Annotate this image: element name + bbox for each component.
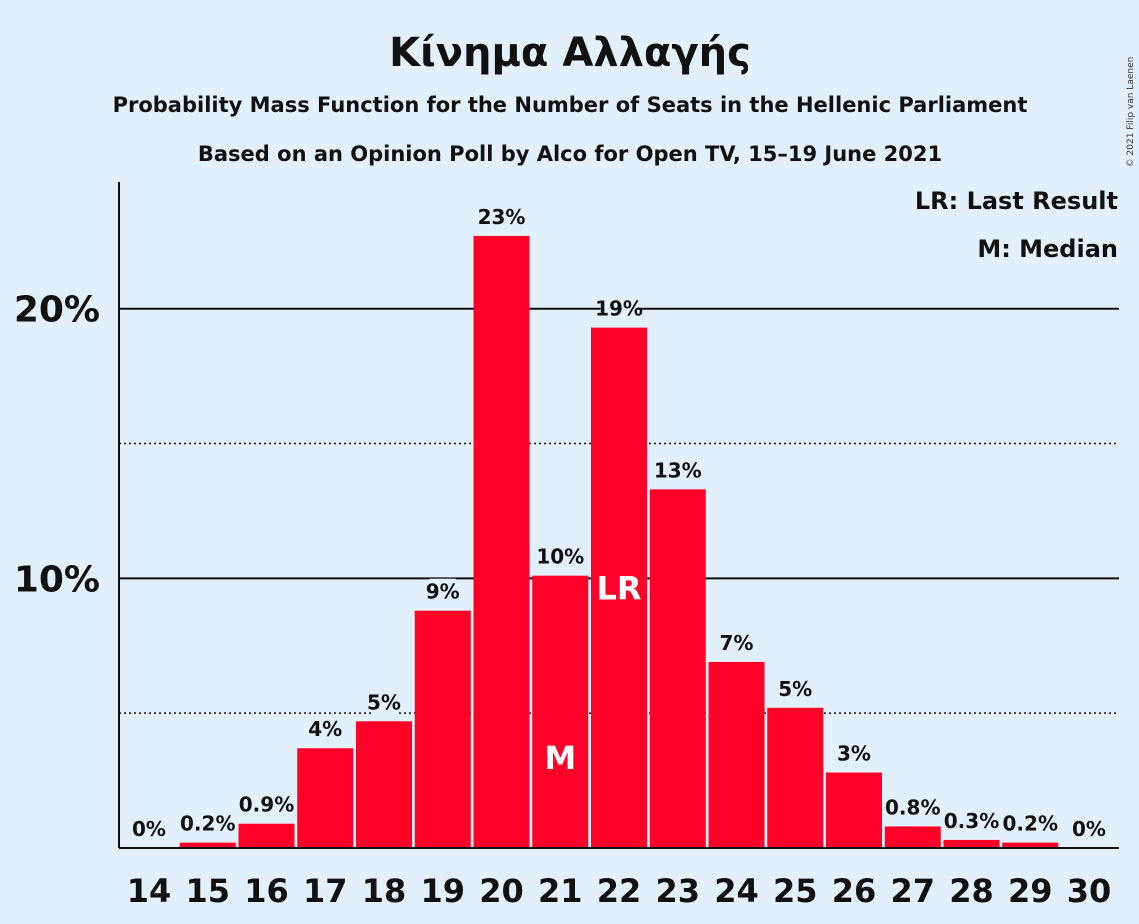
data-label-backdrop [1006, 810, 1055, 836]
data-label-backdrop [600, 295, 638, 321]
x-tick-label: 18 [362, 872, 407, 910]
x-tick-label: 14 [127, 872, 172, 910]
data-label: 7% [720, 631, 754, 655]
x-tick-label: 22 [597, 872, 642, 910]
bar [884, 826, 941, 848]
bar [238, 823, 295, 848]
bar [591, 327, 647, 848]
chart-subtitle: Probability Mass Function for the Number… [113, 93, 1028, 117]
data-label-backdrop [541, 543, 579, 569]
data-label-backdrop [183, 810, 232, 836]
bar [356, 721, 412, 848]
bar [767, 707, 824, 848]
data-label: 5% [367, 690, 401, 714]
legend: LR: Last Result M: Median [915, 187, 1118, 263]
bar [414, 610, 471, 848]
data-label-backdrop [1076, 816, 1102, 841]
bar [532, 575, 589, 848]
x-tick-label: 28 [949, 872, 994, 910]
data-label: 13% [654, 458, 702, 482]
data-label-backdrop [312, 716, 339, 742]
legend-median: M: Median [977, 235, 1118, 263]
x-tick-label: 29 [1008, 872, 1053, 910]
x-tick-label: 25 [773, 872, 818, 910]
copyright-note: © 2021 Filip van Laenen [1126, 57, 1136, 168]
x-tick-label: 16 [244, 872, 289, 910]
x-tick-label: 24 [714, 872, 759, 910]
data-label-backdrop [242, 791, 291, 817]
data-label: 9% [426, 580, 460, 604]
data-label: 0.3% [944, 809, 999, 833]
x-tick-label: 21 [538, 872, 583, 910]
data-label-backdrop [483, 203, 520, 229]
x-tick-label: 17 [303, 872, 348, 910]
x-tick-labels: 14 15 16 17 18 19 20 21 22 23 24 25 26 27 28 29 30 [127, 872, 1112, 910]
bars [179, 235, 1059, 848]
chart-subtitle-2: Based on an Opinion Poll by Alco for Ope… [198, 142, 942, 166]
chart-title: Κίνημα Αλλαγής [389, 30, 751, 76]
data-label: 0.8% [885, 795, 940, 819]
data-label: 3% [837, 742, 871, 766]
data-label: 0.9% [239, 793, 294, 817]
data-labels: 0% 0.2%0.9%4%5%9%23%10%19%13%7%5%3%0.8%0.… [132, 203, 1106, 841]
x-tick-label: 27 [890, 872, 935, 910]
data-label: 0% [1072, 817, 1106, 841]
bar [649, 489, 706, 848]
x-tick-label: 20 [479, 872, 524, 910]
bar [708, 661, 765, 848]
data-label-backdrop [782, 675, 809, 701]
data-label: 10% [536, 545, 584, 569]
data-label: 5% [778, 677, 812, 701]
bar [297, 748, 354, 848]
x-tick-label: 15 [185, 872, 230, 910]
data-label: 4% [308, 717, 342, 741]
data-label-backdrop [888, 794, 937, 820]
data-label-backdrop [136, 816, 162, 841]
data-label: 23% [478, 205, 526, 229]
y-tick-labels: 10% 20% [14, 290, 100, 601]
bar [826, 772, 882, 848]
x-tick-label: 26 [832, 872, 877, 910]
x-tick-label: 23 [655, 872, 700, 910]
data-label-backdrop [659, 457, 697, 483]
data-label: 19% [595, 297, 643, 321]
data-label-backdrop [841, 740, 867, 766]
data-label-backdrop [371, 689, 397, 715]
bar [1002, 842, 1059, 848]
data-label: 0.2% [1003, 812, 1058, 836]
y-tick-label: 10% [14, 559, 100, 600]
data-label-backdrop [947, 807, 996, 833]
y-tick-label: 20% [14, 290, 100, 331]
marker-m: M [544, 739, 576, 777]
marker-lr: LR [596, 570, 641, 608]
legend-last-result: LR: Last Result [915, 187, 1118, 215]
data-label-backdrop [723, 629, 750, 655]
bar [943, 839, 1000, 848]
data-label: 0% [132, 817, 166, 841]
bar [473, 235, 530, 848]
x-tick-label: 19 [420, 872, 465, 910]
x-tick-label: 30 [1067, 872, 1112, 910]
data-label: 0.2% [180, 812, 235, 836]
data-label-backdrop [429, 578, 456, 604]
bar [179, 842, 236, 848]
